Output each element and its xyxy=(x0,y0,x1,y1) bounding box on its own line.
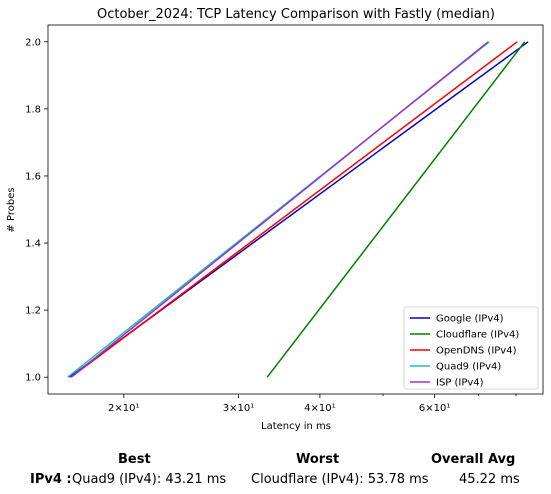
worst-value: Cloudflare (IPv4): 53.78 ms xyxy=(251,472,429,487)
y-axis-label: # Probes xyxy=(6,187,17,232)
series-line xyxy=(70,41,489,378)
series-line xyxy=(266,41,526,378)
latency-chart: October_2024: TCP Latency Comparison wit… xyxy=(6,7,544,432)
worst-header: Worst xyxy=(296,452,340,467)
legend-entry: Cloudflare (IPv4) xyxy=(436,330,519,341)
y-tick-label: 1.4 xyxy=(25,239,41,250)
x-tick-label: 6×10¹ xyxy=(419,403,450,414)
y-tick-label: 1.6 xyxy=(25,171,41,182)
legend-entry: ISP (IPv4) xyxy=(436,378,484,389)
best-value: Quad9 (IPv4): 43.21 ms xyxy=(72,472,227,487)
x-axis-label: Latency in ms xyxy=(261,421,331,432)
series-line xyxy=(70,41,518,378)
x-tick-label: 3×10¹ xyxy=(223,403,254,414)
overall-avg-value: 45.22 ms xyxy=(459,472,520,487)
best-header: Best xyxy=(118,452,151,467)
y-tick-label: 2.0 xyxy=(25,37,41,48)
plot-frame xyxy=(47,24,544,395)
legend-entry: Google (IPv4) xyxy=(436,314,504,325)
legend-box xyxy=(403,306,539,390)
chart-title: October_2024: TCP Latency Comparison wit… xyxy=(97,7,495,22)
legend-entry: Quad9 (IPv4) xyxy=(436,362,501,373)
x-tick-label: 4×10¹ xyxy=(304,403,335,414)
y-tick-label: 1.8 xyxy=(25,104,41,115)
y-tick-label: 1.0 xyxy=(25,373,41,384)
overall-avg-header: Overall Avg xyxy=(431,452,516,467)
ipv4-row-label: IPv4 : xyxy=(30,472,72,487)
y-tick-label: 1.2 xyxy=(25,306,41,317)
legend-entry: OpenDNS (IPv4) xyxy=(436,346,517,357)
x-tick-label: 2×10¹ xyxy=(108,403,139,414)
